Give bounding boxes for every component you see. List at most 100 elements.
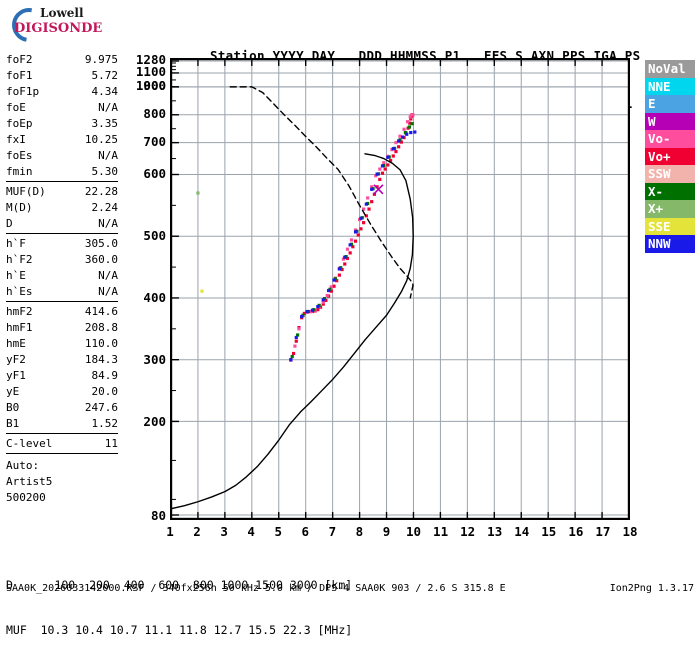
- trace-point: [294, 335, 298, 340]
- trace-point: [348, 243, 352, 247]
- auto-scaler-info: Auto: Artist5 500200: [6, 458, 118, 506]
- trace-point: [353, 230, 358, 234]
- param-key: foF1p: [6, 85, 40, 98]
- legend-item-nnw[interactable]: NNW: [645, 235, 695, 253]
- trace-point: [370, 200, 374, 204]
- param-row: yF1 84.9: [6, 368, 118, 384]
- param-row: D N/A: [6, 216, 118, 232]
- param-value: 4.34: [91, 85, 119, 98]
- param-row: foEs N/A: [6, 148, 118, 164]
- legend-item-e[interactable]: E: [645, 95, 695, 113]
- param-row: foF1p 4.34: [6, 84, 118, 100]
- trace-point: [196, 191, 200, 195]
- trace-point: [321, 302, 325, 306]
- trace-point: [316, 305, 320, 309]
- trace-point: [300, 314, 304, 319]
- param-row: MUF(D) 22.28: [6, 184, 118, 200]
- param-group: MUF(D) 22.28 M(D) 2.24 D N/A: [6, 184, 118, 234]
- trace-point: [341, 257, 346, 261]
- legend-item-vo-[interactable]: Vo+: [645, 147, 695, 165]
- trace-point: [296, 333, 300, 337]
- param-value: 360.0: [84, 253, 118, 266]
- digisonde-logo: Lowell DIGISONDE: [5, 1, 120, 49]
- y-tick-label: 1100: [135, 64, 166, 79]
- trace-point: [364, 202, 368, 206]
- x-tick-label: 5: [274, 524, 282, 539]
- legend-item-x-[interactable]: X+: [645, 200, 695, 218]
- param-value: 208.8: [84, 321, 118, 334]
- param-key: hmF2: [6, 305, 33, 318]
- trace-point: [370, 185, 374, 189]
- param-value: 5.30: [91, 165, 119, 178]
- x-tick-label: 15: [541, 524, 557, 539]
- trace-point: [302, 311, 306, 315]
- trace-point: [388, 158, 393, 163]
- legend-item-noval[interactable]: NoVal: [645, 60, 695, 78]
- legend-item-nne[interactable]: NNE: [645, 77, 695, 95]
- trace-point: [293, 344, 297, 348]
- param-row: B1 1.52: [6, 416, 118, 432]
- logo-brand-bottom: DIGISONDE: [14, 21, 103, 36]
- param-key: yF2: [6, 353, 26, 366]
- param-value: 5.72: [91, 69, 119, 82]
- x-tick-label: 17: [595, 524, 611, 539]
- trace-point: [349, 238, 354, 242]
- param-row: h`Es N/A: [6, 284, 118, 300]
- trace-point: [380, 164, 385, 168]
- param-value: 110.0: [84, 337, 118, 350]
- x-tick-label: 10: [405, 524, 422, 539]
- trace-point: [362, 221, 366, 225]
- trace-point: [294, 339, 298, 343]
- trace-point: [375, 172, 379, 176]
- param-key: foEp: [6, 117, 33, 130]
- annotation-0: [373, 184, 384, 195]
- trace-point: [391, 154, 395, 158]
- trace-point: [351, 245, 355, 249]
- param-row: hmE 110.0: [6, 336, 118, 352]
- x-tick-label: 14: [514, 524, 530, 539]
- trace-point: [327, 288, 331, 293]
- y-tick-label: 600: [143, 166, 166, 181]
- param-value: 247.6: [84, 401, 118, 414]
- trace-point: [364, 214, 368, 218]
- trace-point: [362, 207, 366, 211]
- trace-line: [171, 153, 414, 510]
- param-group: hmF2 414.6 hmF1 208.8 hmE 110.0 yF2 184.3 yF1 84.…: [6, 304, 118, 434]
- trace-point: [401, 135, 405, 139]
- param-key: C-level: [6, 437, 53, 450]
- param-row: fxI 10.25: [6, 132, 118, 148]
- param-value: 9.975: [84, 53, 118, 66]
- trace-point: [405, 132, 409, 136]
- x-tick-label: 16: [568, 524, 584, 539]
- legend-item-w[interactable]: W: [645, 112, 695, 130]
- param-key: foEs: [6, 149, 33, 162]
- source-filename: SAA0K_2026033142000.RSF / 340fx256h 50 k…: [6, 583, 506, 594]
- legend-item-vo-[interactable]: Vo-: [645, 130, 695, 148]
- trace-point: [383, 167, 387, 171]
- trace-point: [332, 284, 336, 288]
- series-7: [196, 191, 200, 195]
- ionogram-canvas[interactable]: [170, 58, 630, 520]
- param-row: hmF1 208.8: [6, 320, 118, 336]
- legend-item-sse[interactable]: SSE: [645, 217, 695, 235]
- param-group: foF2 9.975 foF1 5.72 foF1p 4.34 foE N/A foEp 3.35…: [6, 52, 118, 182]
- param-value: 2.24: [91, 201, 119, 214]
- legend-item-ssw[interactable]: SSW: [645, 165, 695, 183]
- polarization-legend: NoVal NNE E W Vo- Vo+ SSW X- X+ SSE NNW: [645, 60, 695, 253]
- trace-point: [332, 278, 336, 282]
- plot-gridlines: [171, 59, 629, 519]
- ionogram-plot[interactable]: [170, 58, 630, 520]
- trace-point: [366, 196, 370, 200]
- y-tick-label: 80: [150, 508, 166, 523]
- param-key: D: [6, 217, 13, 230]
- trace-point: [359, 227, 363, 231]
- legend-item-x-[interactable]: X-: [645, 182, 695, 200]
- trace-point: [380, 171, 385, 175]
- software-version: Ion2Png 1.3.17: [609, 583, 694, 594]
- trace-point: [410, 122, 414, 126]
- x-tick-label: 12: [460, 524, 476, 539]
- trace-point: [329, 285, 333, 289]
- y-tick-label: 800: [143, 106, 166, 121]
- param-value: 11: [104, 437, 118, 450]
- trace-point: [335, 279, 339, 283]
